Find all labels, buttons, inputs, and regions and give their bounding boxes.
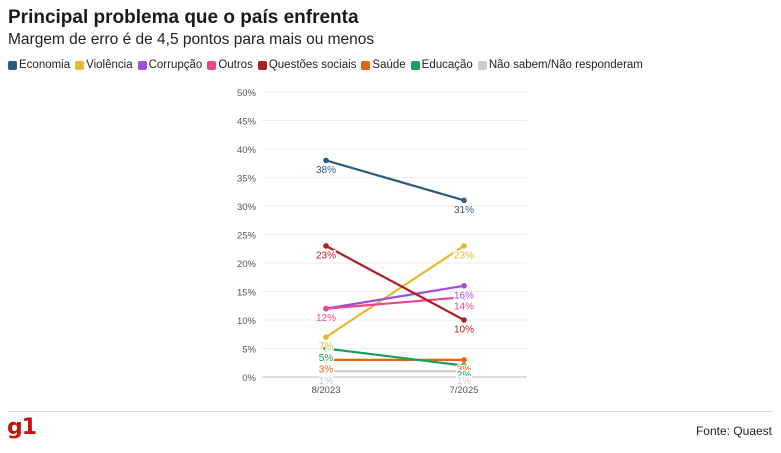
- series-line-educacao: [325, 347, 465, 367]
- legend-swatch: [410, 60, 420, 70]
- series-line-corrupcao: [325, 284, 465, 310]
- series-outros: [323, 294, 467, 312]
- data-point-saude: [323, 357, 329, 363]
- chart-title: Principal problema que o país enfrenta: [8, 7, 359, 28]
- data-label-outros: 12%: [316, 313, 336, 324]
- legend-swatch: [75, 60, 85, 70]
- footer-divider: [8, 411, 773, 412]
- y-tick-label: 30%: [237, 202, 257, 213]
- data-point-outros: [461, 294, 467, 301]
- y-tick-label: 35%: [237, 174, 257, 185]
- data-label-corrupcao: 16%: [454, 290, 474, 301]
- series-violencia: [323, 243, 467, 340]
- legend-swatch: [8, 60, 17, 70]
- legend-swatch: [477, 60, 487, 70]
- data-label-violencia: 23%: [454, 250, 474, 261]
- data-label-saude: 3%: [319, 364, 334, 375]
- data-label-violencia: 7%: [319, 342, 334, 353]
- y-tick-label: 15%: [237, 288, 257, 299]
- data-point-saude: [461, 357, 467, 363]
- legend-swatch: [137, 60, 147, 70]
- legend-label: Violência: [86, 59, 133, 71]
- data-point-economia: [461, 197, 467, 204]
- legend-item-violencia: Violência: [75, 59, 133, 71]
- series-economia: [323, 157, 467, 204]
- data-label-economia: 31%: [454, 205, 474, 216]
- series-line-economia: [325, 159, 465, 202]
- data-point-corrupcao: [461, 283, 467, 289]
- data-point-questoes-sociais: [323, 243, 329, 249]
- series-saude: [323, 357, 467, 363]
- legend-label: Educação: [421, 59, 473, 71]
- x-tick-label: 8/2023: [311, 385, 340, 396]
- y-tick-label: 5%: [242, 345, 256, 356]
- legend-item-questoes-sociais: Questões sociais: [257, 59, 357, 71]
- data-label-questoes-sociais: 10%: [454, 325, 474, 336]
- legend-item-economia: Economia: [8, 59, 70, 71]
- legend-swatch: [207, 60, 217, 70]
- y-tick-label: 10%: [237, 316, 257, 327]
- legend-item-nao-sabem-nao-responderam: Não sabem/Não responderam: [477, 59, 643, 71]
- series-educacao: [323, 345, 467, 369]
- legend-label: Outros: [218, 59, 253, 71]
- data-label-questoes-sociais: 23%: [316, 250, 336, 261]
- y-tick-label: 20%: [237, 259, 257, 270]
- y-tick-label: 40%: [237, 145, 257, 156]
- legend-item-corrupcao: Corrupção: [137, 59, 203, 71]
- line-chart: 0% 5% 10% 15% 20% 25% 30% 35% 40% 45% 50% 8/2023 7/2…: [237, 88, 527, 396]
- data-point-nao-sabem-nao-responderam: [323, 368, 329, 375]
- y-tick-label: 45%: [237, 117, 257, 128]
- data-label-nao-sabem-nao-responderam: 1%: [319, 376, 334, 387]
- data-label-outros: 14%: [454, 302, 474, 313]
- data-point-nao-sabem-nao-responderam: [461, 368, 467, 375]
- legend-label: Saúde: [372, 59, 406, 71]
- series-line-questoes-sociais: [325, 244, 465, 321]
- data-label-nao-sabem-nao-responderam: 1%: [457, 376, 472, 387]
- series-nao-sabem-nao-responderam: [323, 368, 467, 375]
- data-label-saude: 3%: [457, 364, 472, 375]
- series-questoes-sociais: [323, 243, 467, 323]
- y-tick-label: 50%: [237, 88, 257, 99]
- data-point-violencia: [323, 334, 329, 340]
- data-label-educacao: 2%: [457, 370, 472, 381]
- data-point-educacao: [323, 345, 329, 352]
- data-label-economia: 38%: [316, 165, 336, 176]
- data-label-corrupcao: 12%: [316, 313, 336, 324]
- legend-swatch: [361, 60, 371, 70]
- data-point-outros: [323, 305, 329, 312]
- legend-item-educacao: Educação: [410, 59, 473, 71]
- legend-label: Economia: [19, 59, 71, 71]
- y-tick-label: 0%: [242, 373, 256, 384]
- source-note: Fonte: Quaest: [695, 424, 772, 438]
- x-tick-label: 7/2025: [449, 385, 478, 396]
- legend-swatch: [257, 60, 267, 70]
- chart-legend: Economia Violência Corrupção Outros Questões…: [8, 59, 778, 73]
- data-label-educacao: 5%: [319, 353, 334, 364]
- data-point-educacao: [461, 362, 467, 369]
- legend-label: Corrupção: [148, 59, 203, 71]
- legend-label: Não sabem/Não responderam: [488, 59, 643, 71]
- chart-subtitle: Margem de erro é de 4,5 pontos para mais…: [8, 31, 375, 48]
- y-tick-label: 25%: [237, 231, 257, 242]
- series-line-outros: [325, 296, 465, 310]
- data-point-questoes-sociais: [461, 317, 467, 323]
- legend-label: Questões sociais: [268, 59, 357, 71]
- data-point-violencia: [461, 243, 467, 249]
- g1-logo: g1: [7, 415, 37, 440]
- legend-item-outros: Outros: [207, 59, 253, 71]
- series-line-violencia: [325, 244, 465, 339]
- data-point-economia: [323, 157, 329, 164]
- legend-item-saude: Saúde: [361, 59, 406, 71]
